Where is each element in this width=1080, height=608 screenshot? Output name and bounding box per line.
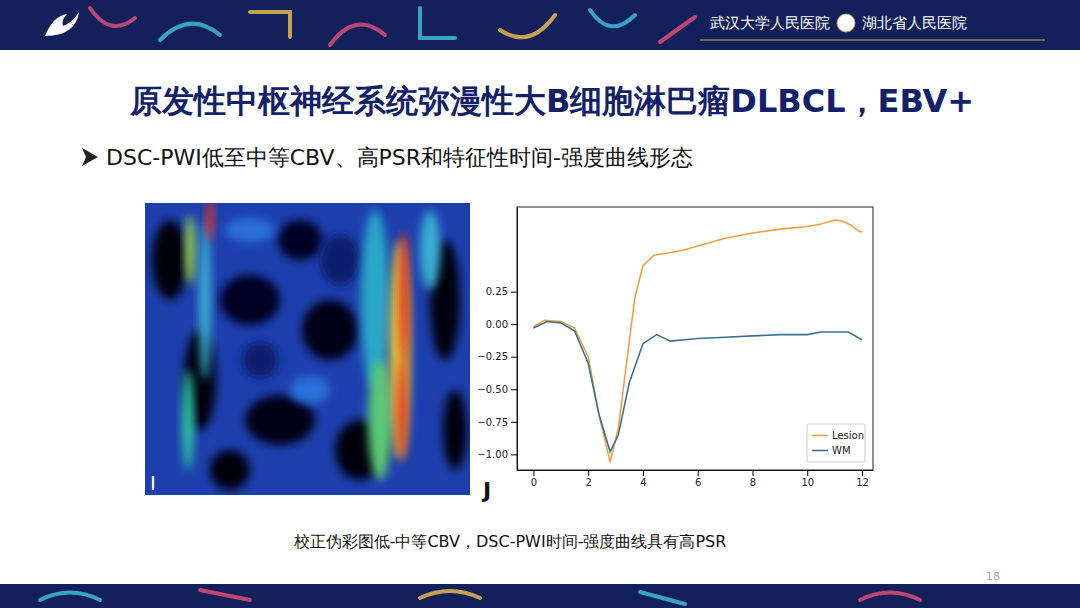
y-tick: 0.25 (486, 286, 517, 297)
x-tick-label: 0 (531, 477, 537, 488)
chart: 0 2 4 6 8 10 12 0.25 0.00 −0.25 −0.50 −0.75 −1.00 Les… (477, 207, 873, 488)
image-region (320, 235, 360, 285)
x-tick-mark (862, 470, 863, 476)
background (0, 0, 1080, 608)
decoration (500, 15, 555, 37)
decoration (40, 593, 100, 601)
y-axis: 0.25 0.00 −0.25 −0.50 −0.75 −1.00 (477, 208, 517, 471)
y-tick-mark (511, 389, 517, 390)
image-region (302, 300, 358, 360)
panel-label: J (481, 478, 491, 503)
y-tick-label: −0.50 (477, 384, 508, 395)
y-tick-label: −0.75 (477, 417, 508, 428)
y-tick-mark (511, 357, 517, 358)
x-tick-label: 8 (750, 477, 756, 488)
image-region (199, 220, 211, 380)
hospital-name: 湖北省人民医院 (862, 14, 967, 32)
y-tick-mark (511, 422, 517, 423)
y-tick-label: 0.25 (486, 286, 508, 297)
bullet-text: DSC-PWI低至中等CBV、高PSR和特征性时间-强度曲线形态 (106, 145, 693, 170)
image-label: I (150, 471, 156, 495)
caption: 校正伪彩图低-中等CBV，DSC-PWI时间-强度曲线具有高PSR (293, 532, 727, 551)
decoration (90, 8, 135, 26)
x-tick-label: 6 (695, 477, 701, 488)
decoration (330, 25, 385, 45)
y-tick-mark (511, 324, 517, 325)
x-tick-mark (807, 470, 808, 476)
image-region (290, 376, 330, 404)
x-tick: 4 (640, 470, 646, 488)
y-tick-label: −0.25 (477, 351, 508, 362)
image-region (397, 360, 407, 460)
image-region (225, 218, 275, 242)
image-region (220, 275, 280, 325)
legend-label: WM (832, 445, 851, 456)
y-tick: −0.25 (477, 351, 517, 362)
image-region (242, 342, 278, 378)
x-tick-label: 12 (856, 477, 869, 488)
x-tick-label: 10 (801, 477, 814, 488)
x-tick-mark (533, 470, 534, 476)
hospital-name: 武汉大学人民医院 (710, 14, 830, 32)
y-tick: −0.50 (477, 384, 517, 395)
x-tick-label: 4 (640, 477, 646, 488)
image-region (368, 360, 392, 480)
legend: Lesion WM (807, 424, 865, 462)
decoration (660, 17, 695, 42)
image-ground (145, 203, 470, 495)
image-region (206, 203, 214, 240)
hospital-emblem (837, 14, 855, 32)
image-region (152, 220, 188, 300)
header-band (0, 0, 1080, 50)
slide: 武汉大学人民医院 湖北省人民医院原发性中枢神经系统弥漫性大B细胞淋巴瘤DLBCL，… (0, 0, 1080, 608)
logo (45, 12, 79, 36)
x-tick-mark (643, 470, 644, 476)
perfusion-image (145, 203, 470, 495)
x-tick: 6 (695, 470, 701, 488)
decoration (420, 591, 480, 598)
decoration (860, 593, 920, 601)
x-tick: 8 (750, 470, 756, 488)
page-number: 18 (986, 570, 1000, 583)
x-tick: 0 (531, 470, 537, 488)
plot-frame (517, 207, 873, 470)
image-region (420, 210, 440, 290)
bullet-mark (82, 148, 98, 166)
header-rule (700, 40, 1045, 41)
x-axis: 0 2 4 6 8 10 12 (518, 470, 874, 488)
image-region (182, 370, 194, 470)
decoration (590, 10, 635, 26)
legend-box (807, 424, 865, 462)
y-tick-mark (511, 292, 517, 293)
decoration (250, 12, 290, 37)
decoration (200, 590, 250, 600)
x-tick: 10 (801, 470, 814, 488)
y-tick-mark (511, 454, 517, 455)
decoration (420, 8, 455, 38)
decoration (160, 24, 220, 40)
image-region (361, 210, 389, 390)
image-region (443, 390, 467, 470)
y-tick: −1.00 (477, 449, 517, 460)
x-tick: 2 (586, 470, 592, 488)
legend-swatch (812, 450, 828, 452)
x-tick-mark (698, 470, 699, 476)
image-region (210, 450, 250, 490)
x-tick-mark (753, 470, 754, 476)
y-tick: 0.00 (486, 319, 517, 330)
y-tick-label: 0.00 (486, 319, 508, 330)
y-tick: −0.75 (477, 417, 517, 428)
legend-label: Lesion (832, 430, 864, 441)
y-tick-label: −1.00 (477, 449, 508, 460)
x-tick-mark (588, 470, 589, 476)
footer-band (0, 584, 1080, 608)
image-region (399, 230, 409, 370)
legend-swatch (812, 435, 828, 437)
image-region (278, 220, 322, 260)
x-tick: 12 (856, 470, 869, 488)
title: 原发性中枢神经系统弥漫性大B细胞淋巴瘤DLBCL，EBV+ (129, 82, 974, 120)
decoration (640, 592, 685, 604)
x-tick-label: 2 (586, 477, 592, 488)
image-region (185, 215, 195, 285)
